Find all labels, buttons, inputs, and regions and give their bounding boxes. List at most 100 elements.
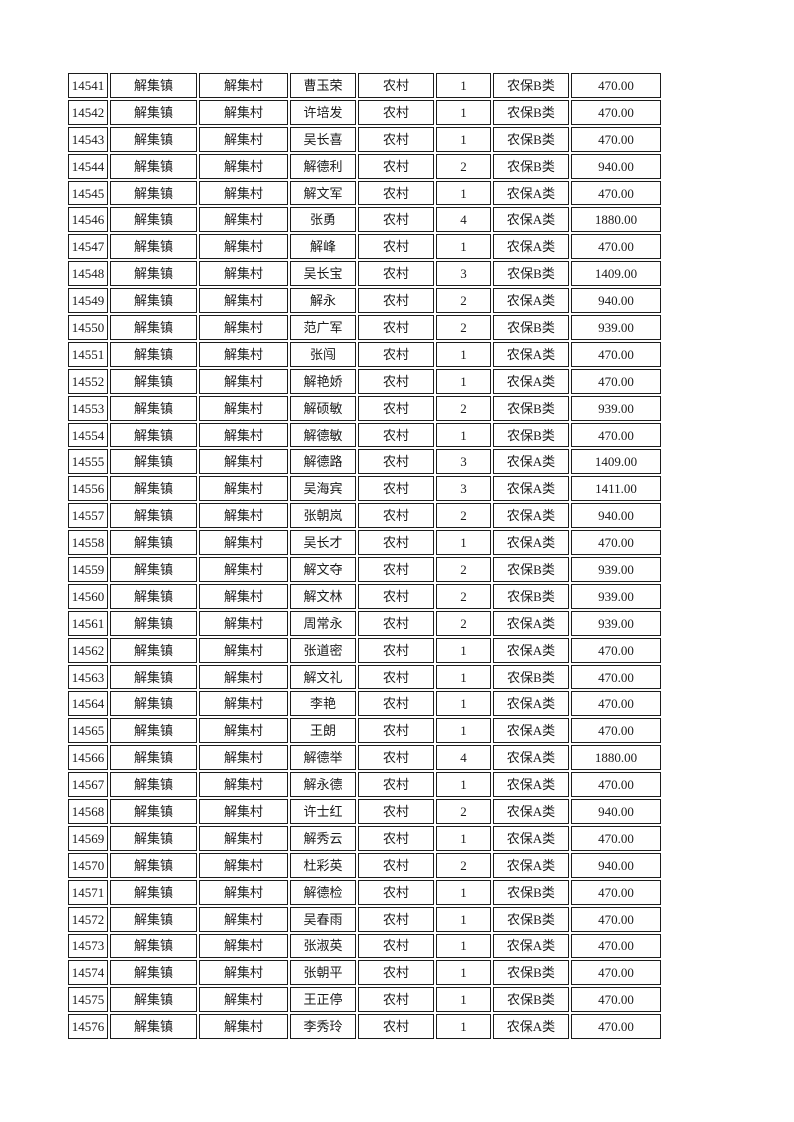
cell-id: 14563 xyxy=(68,664,108,690)
cell-name: 许士红 xyxy=(290,799,356,824)
cell-count: 1 xyxy=(436,987,491,1013)
cell-insurance-type: 农保A类 xyxy=(493,745,569,771)
cell-category: 农村 xyxy=(358,180,434,206)
cell-town: 解集镇 xyxy=(110,530,197,556)
cell-count: 1 xyxy=(436,1014,491,1040)
table-row: 14545 解集镇 解集村 解文军 农村 1 农保A类 470.00 xyxy=(68,180,661,206)
cell-count: 2 xyxy=(436,503,491,529)
cell-count: 4 xyxy=(436,207,491,233)
cell-town: 解集镇 xyxy=(110,449,197,475)
cell-village: 解集村 xyxy=(199,664,288,690)
cell-town: 解集镇 xyxy=(110,73,197,98)
table-row: 14561 解集镇 解集村 周常永 农村 2 农保A类 939.00 xyxy=(68,610,661,636)
cell-village: 解集村 xyxy=(199,153,288,179)
cell-town: 解集镇 xyxy=(110,503,197,529)
cell-id: 14566 xyxy=(68,745,108,771)
cell-count: 2 xyxy=(436,799,491,824)
cell-id: 14544 xyxy=(68,153,108,179)
cell-village: 解集村 xyxy=(199,772,288,798)
cell-category: 农村 xyxy=(358,126,434,152)
cell-category: 农村 xyxy=(358,933,434,959)
cell-insurance-type: 农保B类 xyxy=(493,153,569,179)
cell-amount: 470.00 xyxy=(571,99,661,125)
cell-village: 解集村 xyxy=(199,180,288,206)
cell-name: 吴海宾 xyxy=(290,476,356,502)
cell-id: 14546 xyxy=(68,207,108,233)
table-row: 14572 解集镇 解集村 吴春雨 农村 1 农保B类 470.00 xyxy=(68,906,661,932)
cell-insurance-type: 农保B类 xyxy=(493,906,569,932)
cell-village: 解集村 xyxy=(199,691,288,717)
cell-name: 张道密 xyxy=(290,637,356,663)
table-row: 14567 解集镇 解集村 解永德 农村 1 农保A类 470.00 xyxy=(68,772,661,798)
cell-count: 2 xyxy=(436,153,491,179)
cell-category: 农村 xyxy=(358,449,434,475)
cell-village: 解集村 xyxy=(199,799,288,824)
cell-town: 解集镇 xyxy=(110,610,197,636)
cell-insurance-type: 农保A类 xyxy=(493,530,569,556)
table-row: 14574 解集镇 解集村 张朝平 农村 1 农保B类 470.00 xyxy=(68,960,661,986)
cell-village: 解集村 xyxy=(199,852,288,878)
cell-village: 解集村 xyxy=(199,234,288,260)
cell-name: 吴长喜 xyxy=(290,126,356,152)
cell-village: 解集村 xyxy=(199,368,288,394)
cell-name: 张朝岚 xyxy=(290,503,356,529)
cell-category: 农村 xyxy=(358,315,434,340)
cell-category: 农村 xyxy=(358,718,434,744)
cell-name: 解文礼 xyxy=(290,664,356,690)
cell-name: 杜彩英 xyxy=(290,852,356,878)
cell-insurance-type: 农保B类 xyxy=(493,879,569,905)
cell-village: 解集村 xyxy=(199,825,288,851)
cell-name: 张勇 xyxy=(290,207,356,233)
cell-amount: 940.00 xyxy=(571,153,661,179)
table-row: 14544 解集镇 解集村 解德利 农村 2 农保B类 940.00 xyxy=(68,153,661,179)
cell-count: 1 xyxy=(436,906,491,932)
cell-name: 范广军 xyxy=(290,315,356,340)
cell-town: 解集镇 xyxy=(110,960,197,986)
cell-town: 解集镇 xyxy=(110,772,197,798)
cell-amount: 939.00 xyxy=(571,315,661,340)
cell-amount: 939.00 xyxy=(571,395,661,421)
cell-count: 1 xyxy=(436,825,491,851)
cell-category: 农村 xyxy=(358,530,434,556)
cell-village: 解集村 xyxy=(199,557,288,582)
cell-village: 解集村 xyxy=(199,126,288,152)
cell-town: 解集镇 xyxy=(110,718,197,744)
table-row: 14575 解集镇 解集村 王正停 农村 1 农保B类 470.00 xyxy=(68,987,661,1013)
cell-insurance-type: 农保B类 xyxy=(493,261,569,287)
cell-name: 解硕敏 xyxy=(290,395,356,421)
cell-id: 14551 xyxy=(68,341,108,367)
table-row: 14550 解集镇 解集村 范广军 农村 2 农保B类 939.00 xyxy=(68,315,661,340)
cell-count: 1 xyxy=(436,664,491,690)
cell-insurance-type: 农保B类 xyxy=(493,557,569,582)
table-row: 14573 解集镇 解集村 张淑英 农村 1 农保A类 470.00 xyxy=(68,933,661,959)
cell-category: 农村 xyxy=(358,153,434,179)
cell-category: 农村 xyxy=(358,879,434,905)
cell-village: 解集村 xyxy=(199,288,288,314)
cell-name: 解永德 xyxy=(290,772,356,798)
cell-amount: 939.00 xyxy=(571,557,661,582)
table-row: 14568 解集镇 解集村 许士红 农村 2 农保A类 940.00 xyxy=(68,799,661,824)
cell-category: 农村 xyxy=(358,583,434,609)
cell-count: 1 xyxy=(436,718,491,744)
cell-category: 农村 xyxy=(358,476,434,502)
cell-id: 14576 xyxy=(68,1014,108,1040)
cell-id: 14549 xyxy=(68,288,108,314)
cell-amount: 470.00 xyxy=(571,879,661,905)
cell-village: 解集村 xyxy=(199,879,288,905)
cell-id: 14545 xyxy=(68,180,108,206)
cell-amount: 470.00 xyxy=(571,341,661,367)
cell-count: 1 xyxy=(436,126,491,152)
table-row: 14565 解集镇 解集村 王朗 农村 1 农保A类 470.00 xyxy=(68,718,661,744)
cell-count: 2 xyxy=(436,395,491,421)
cell-amount: 470.00 xyxy=(571,772,661,798)
cell-count: 1 xyxy=(436,341,491,367)
cell-insurance-type: 农保A类 xyxy=(493,825,569,851)
cell-id: 14556 xyxy=(68,476,108,502)
cell-category: 农村 xyxy=(358,664,434,690)
cell-category: 农村 xyxy=(358,99,434,125)
cell-category: 农村 xyxy=(358,960,434,986)
cell-village: 解集村 xyxy=(199,637,288,663)
cell-amount: 940.00 xyxy=(571,799,661,824)
cell-name: 解永 xyxy=(290,288,356,314)
cell-category: 农村 xyxy=(358,234,434,260)
